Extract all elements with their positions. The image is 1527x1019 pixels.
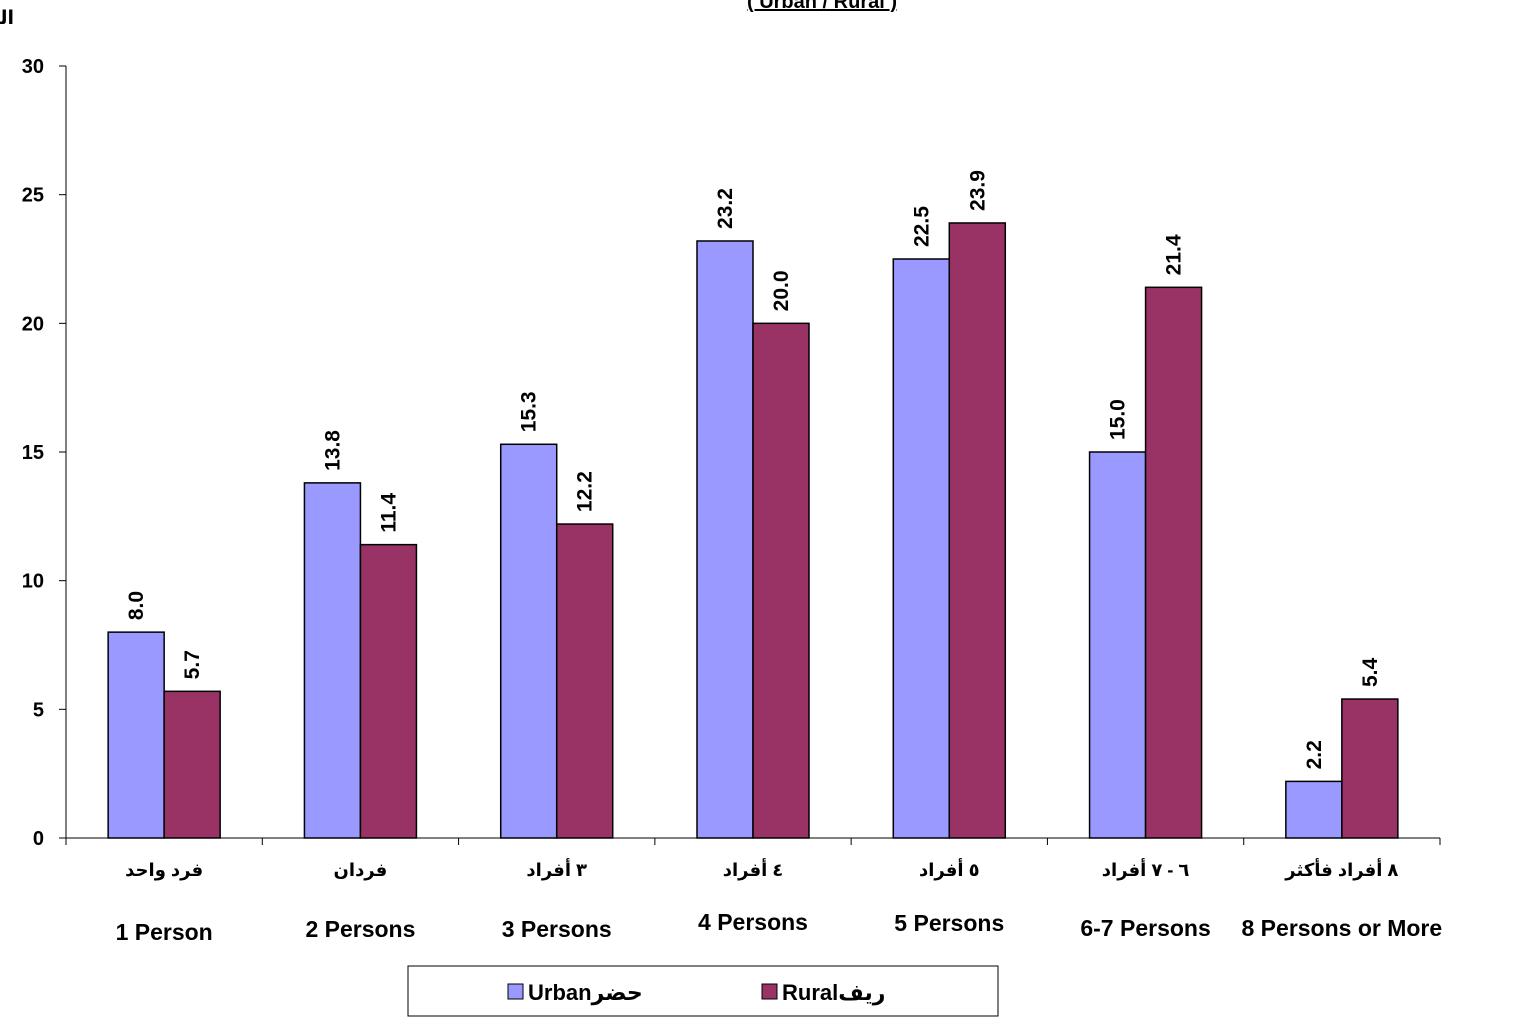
y-tick-label: 0	[33, 828, 44, 850]
legend-swatch-rural	[761, 983, 778, 1000]
x-category-label: 1 Person	[116, 919, 213, 945]
x-category-label-ar: ٤ أفراد	[723, 858, 784, 881]
data-labels: 8.0 13.8 15.3 23.2 22.5 15.0 2.2 5.7 11.4 12.2 20.…	[125, 170, 1382, 769]
bar-rural	[1341, 698, 1399, 839]
bar-rural	[359, 543, 418, 839]
bar-urban	[107, 631, 165, 839]
legend-label-rural: Ruralريف	[782, 980, 885, 1005]
bar-urban	[303, 482, 362, 839]
data-label: 13.8	[321, 430, 344, 471]
bar-rural	[948, 222, 1007, 839]
data-label: 5.4	[1359, 658, 1382, 688]
bar-urban	[1285, 780, 1343, 839]
x-category-label-ar: فردان	[334, 860, 388, 881]
y-tick-label: 10	[22, 571, 44, 593]
x-category-label: 5 Persons	[894, 910, 1004, 936]
chart-title: ( Urban / Rural )	[747, 0, 897, 13]
data-label: 23.2	[714, 188, 737, 229]
x-category-label: 8 Persons or More	[1242, 915, 1443, 941]
data-label: 11.4	[377, 493, 400, 533]
legend-swatch-urban	[507, 983, 524, 1000]
data-label: 15.3	[518, 391, 541, 432]
data-label: 23.9	[966, 170, 989, 211]
data-label: 22.5	[910, 206, 933, 247]
bar-urban	[1088, 451, 1147, 839]
legend-label-urban: Urbanحضر	[528, 980, 643, 1006]
x-category-label: 2 Persons	[305, 916, 415, 942]
bar-rural	[163, 690, 221, 839]
bar-rural	[555, 523, 614, 839]
x-category-label: 4 Persons	[698, 909, 808, 935]
data-label: 20.0	[770, 270, 793, 311]
data-label: 8.0	[125, 591, 148, 620]
y-tick-label: 30	[22, 56, 44, 78]
bar-rural	[752, 322, 810, 839]
x-category-labels: فرد واحد 1 Person فردان 2 Persons ٣ أفراد 3 P…	[116, 858, 1443, 945]
x-category-label-ar: ٣ أفراد	[526, 858, 587, 881]
bar-urban	[499, 443, 558, 839]
y-tick-label: 20	[22, 313, 44, 335]
y-tick-label: 5	[33, 699, 44, 721]
x-category-label-ar: فرد واحد	[125, 860, 203, 881]
y-tick-label: 25	[22, 185, 44, 207]
y-tick-label: 15	[22, 442, 44, 464]
data-label: 2.2	[1303, 740, 1326, 769]
data-label: 5.7	[181, 650, 204, 679]
data-label: 21.4	[1163, 234, 1186, 275]
legend-box	[407, 965, 999, 1017]
x-category-label: 3 Persons	[502, 916, 612, 942]
x-category-label-ar: ٨ أفراد فأكثر	[1284, 858, 1398, 881]
x-category-label-ar: ٥ أفراد	[919, 858, 980, 881]
bar-urban	[696, 240, 754, 839]
bar-rural	[1144, 286, 1203, 839]
x-category-label: 6-7 Persons	[1080, 915, 1210, 941]
x-category-label-ar: ٦ - ٧ أفراد	[1102, 858, 1190, 881]
axes: 0 5 10 15 20 25 30	[22, 56, 1441, 850]
legend: Urbanحضر Ruralريف	[407, 965, 999, 1017]
bars	[107, 222, 1399, 839]
y-axis-label: النسبة %	[0, 8, 14, 29]
data-label: 12.2	[574, 471, 597, 512]
data-label: 15.0	[1107, 399, 1130, 440]
bar-urban	[892, 258, 951, 839]
